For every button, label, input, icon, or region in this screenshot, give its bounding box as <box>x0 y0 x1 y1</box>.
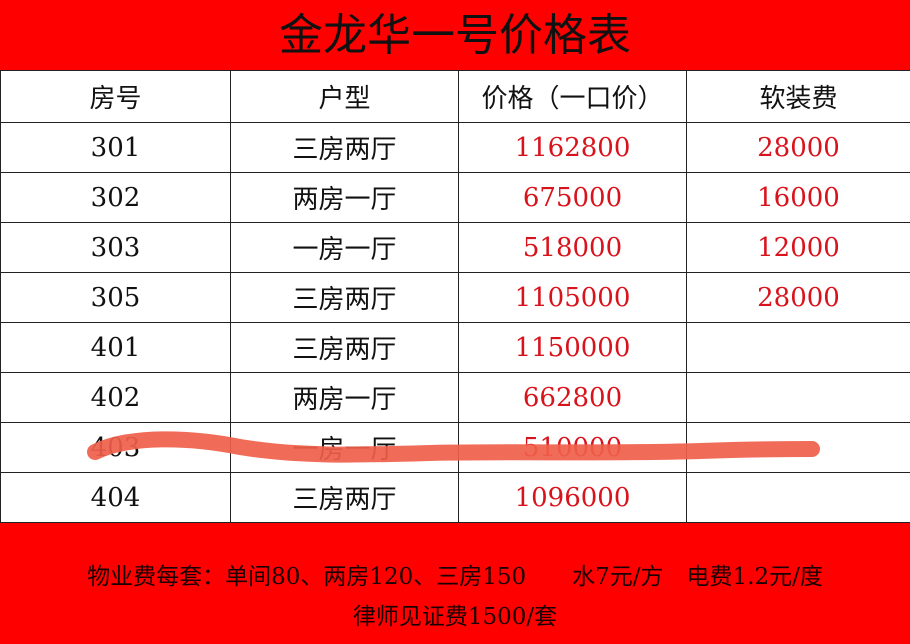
price-cell: 1105000 <box>458 272 687 323</box>
furnishing-fee-cell: 28000 <box>686 272 910 323</box>
table-row: 302 两房一厅 675000 16000 <box>0 172 910 223</box>
unit-type-cell: 三房两厅 <box>230 322 459 373</box>
furnishing-fee-cell <box>686 472 910 523</box>
room-number-cell: 404 <box>0 472 231 523</box>
footer-notes: 物业费每套：单间80、两房120、三房150 水7元/方 电费1.2元/度 律师… <box>0 523 910 644</box>
price-cell: 662800 <box>458 372 687 423</box>
room-number-cell: 401 <box>0 322 231 373</box>
unit-type-cell: 一房一厅 <box>230 422 459 473</box>
column-header-price: 价格（一口价） <box>458 70 687 123</box>
table-row: 402 两房一厅 662800 <box>0 372 910 423</box>
table-row: 303 一房一厅 518000 12000 <box>0 222 910 273</box>
price-cell: 1162800 <box>458 122 687 173</box>
column-header-fee: 软装费 <box>686 70 910 123</box>
table-row: 403 一房一厅 510000 <box>0 422 910 473</box>
room-number-cell: 301 <box>0 122 231 173</box>
unit-type-cell: 三房两厅 <box>230 122 459 173</box>
table-row: 401 三房两厅 1150000 <box>0 322 910 373</box>
price-cell: 510000 <box>458 422 687 473</box>
room-number-cell: 302 <box>0 172 231 223</box>
room-number-cell: 305 <box>0 272 231 323</box>
table-row: 404 三房两厅 1096000 <box>0 472 910 523</box>
furnishing-fee-cell: 16000 <box>686 172 910 223</box>
furnishing-fee-cell: 28000 <box>686 122 910 173</box>
furnishing-fee-cell <box>686 372 910 423</box>
furnishing-fee-cell: 12000 <box>686 222 910 273</box>
table-row: 301 三房两厅 1162800 28000 <box>0 122 910 173</box>
fee-note: 物业费每套：单间80、两房120、三房150 水7元/方 电费1.2元/度 <box>87 564 823 590</box>
unit-type-cell: 一房一厅 <box>230 222 459 273</box>
lawyer-fee-note: 律师见证费1500/套 <box>352 604 558 630</box>
room-number-cell: 303 <box>0 222 231 273</box>
furnishing-fee-cell <box>686 422 910 473</box>
unit-type-cell: 两房一厅 <box>230 172 459 223</box>
unit-type-cell: 三房两厅 <box>230 272 459 323</box>
column-header-room: 房号 <box>0 70 231 123</box>
table-header: 房号 户型 价格（一口价） 软装费 <box>0 70 910 123</box>
price-cell: 675000 <box>458 172 687 223</box>
furnishing-fee-cell <box>686 322 910 373</box>
room-number-cell: 402 <box>0 372 231 423</box>
price-cell: 1150000 <box>458 322 687 373</box>
price-cell: 518000 <box>458 222 687 273</box>
unit-type-cell: 三房两厅 <box>230 472 459 523</box>
price-cell: 1096000 <box>458 472 687 523</box>
table-row: 305 三房两厅 1105000 28000 <box>0 272 910 323</box>
unit-type-cell: 两房一厅 <box>230 372 459 423</box>
column-header-type: 户型 <box>230 70 459 123</box>
room-number-cell: 403 <box>0 422 231 473</box>
page-title: 金龙华一号价格表 <box>0 0 910 70</box>
price-table: 房号 户型 价格（一口价） 软装费 301 三房两厅 1162800 28000 302… <box>0 70 910 523</box>
